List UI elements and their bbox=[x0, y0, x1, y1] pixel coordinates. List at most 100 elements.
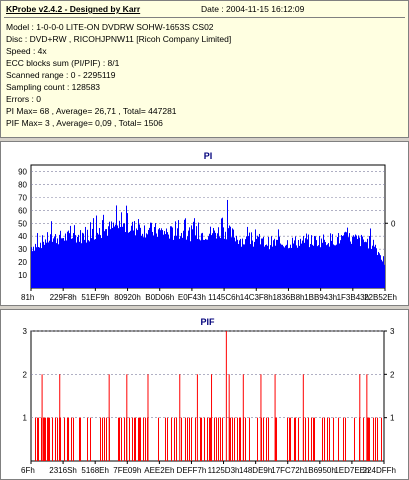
pi-bar bbox=[346, 232, 347, 288]
pi-bar bbox=[118, 228, 119, 288]
pi-bar bbox=[367, 238, 368, 288]
pif-bar bbox=[381, 417, 382, 461]
pif-bar bbox=[55, 417, 56, 461]
pif-bar bbox=[140, 417, 141, 461]
pi-bar bbox=[347, 227, 348, 288]
x-tick-label: 1F3B43h bbox=[337, 293, 369, 302]
pi-bar bbox=[217, 233, 218, 288]
pi-bar bbox=[171, 226, 172, 288]
pi-bar bbox=[287, 240, 288, 288]
pi-bar bbox=[356, 235, 357, 288]
pi-bar bbox=[156, 233, 157, 288]
pi-bar bbox=[216, 238, 217, 288]
pi-bar bbox=[320, 247, 321, 288]
pi-bar bbox=[376, 248, 377, 288]
info-ecc-blocks: ECC blocks sum (PI/PIF) : 8/1 bbox=[6, 58, 120, 68]
pi-bar bbox=[148, 230, 149, 288]
pi-bar bbox=[254, 241, 255, 288]
pi-bar bbox=[166, 228, 167, 288]
pif-bar bbox=[369, 417, 370, 461]
pi-bar bbox=[333, 244, 334, 288]
pi-bar bbox=[365, 241, 366, 288]
pif-bar bbox=[289, 417, 290, 461]
pi-bar bbox=[155, 223, 156, 288]
pi-bar bbox=[135, 235, 136, 288]
pi-bar bbox=[145, 237, 146, 288]
pi-bar bbox=[161, 228, 162, 288]
pi-bar bbox=[152, 231, 153, 288]
pif-bar bbox=[204, 417, 205, 461]
x-tick-label: 229F8h bbox=[50, 293, 77, 302]
pi-bar bbox=[294, 240, 295, 288]
pi-bar bbox=[370, 228, 371, 288]
pi-bar bbox=[117, 225, 118, 288]
pi-bar bbox=[231, 237, 232, 288]
x-tick-label: 2316Sh bbox=[49, 466, 77, 475]
pif-bar bbox=[49, 417, 50, 461]
pif-bar bbox=[239, 417, 240, 461]
pi-bar bbox=[126, 205, 127, 288]
pi-bar bbox=[278, 229, 279, 288]
pi-bar bbox=[58, 244, 59, 288]
pi-bar bbox=[366, 242, 367, 288]
pif-bar bbox=[38, 417, 39, 461]
pi-bar bbox=[174, 235, 175, 288]
pi-bar bbox=[304, 242, 305, 288]
pi-chart: PI 10 20 30 40 50 60 70 80 90 0 81h 229F8h 51EF9h 8092… bbox=[18, 151, 397, 302]
pi-bar bbox=[102, 220, 103, 288]
pi-bar bbox=[40, 242, 41, 288]
pi-bar bbox=[169, 238, 170, 288]
pi-bar bbox=[269, 249, 270, 288]
pi-bar bbox=[357, 239, 358, 288]
pi-bar bbox=[241, 246, 242, 288]
pi-bar bbox=[379, 253, 380, 288]
pi-bar bbox=[120, 226, 121, 288]
info-pi-stats: PI Max= 68 , Average= 26,71 , Total= 447… bbox=[6, 106, 177, 116]
pi-bar bbox=[248, 236, 249, 288]
pi-bar bbox=[134, 221, 135, 288]
pi-bar bbox=[78, 234, 79, 288]
pi-bar bbox=[185, 218, 186, 288]
pi-bar bbox=[336, 244, 337, 288]
pi-bar bbox=[256, 238, 257, 288]
pi-bar bbox=[261, 238, 262, 288]
pi-bar bbox=[289, 247, 290, 288]
pi-bar bbox=[300, 238, 301, 288]
pi-bar bbox=[82, 232, 83, 288]
pi-bar bbox=[259, 233, 260, 288]
pi-bar bbox=[210, 226, 211, 288]
pi-bar bbox=[163, 234, 164, 288]
pi-bar bbox=[369, 236, 370, 288]
y-tick-label: 2 bbox=[23, 370, 28, 379]
pif-bar-peak bbox=[211, 374, 213, 461]
pi-bar bbox=[335, 245, 336, 288]
pi-bar bbox=[282, 244, 283, 288]
pi-bar bbox=[305, 238, 306, 288]
pi-bar bbox=[179, 238, 180, 288]
pi-bar bbox=[31, 247, 32, 288]
y-tick-label: 40 bbox=[18, 232, 27, 241]
pi-bar bbox=[312, 244, 313, 288]
pif-bar bbox=[373, 417, 374, 461]
pif-bar bbox=[338, 417, 339, 461]
pif-bar bbox=[118, 417, 119, 461]
pif-bar bbox=[249, 417, 250, 461]
pif-bar bbox=[375, 417, 376, 461]
pi-bar bbox=[103, 214, 104, 288]
pi-bar bbox=[351, 243, 352, 288]
pi-bar bbox=[172, 227, 173, 288]
pi-bar bbox=[321, 238, 322, 288]
pi-bar bbox=[253, 246, 254, 288]
pi-bar bbox=[314, 235, 315, 288]
pif-bar bbox=[343, 417, 344, 461]
pi-bar bbox=[208, 236, 209, 288]
pi-bar bbox=[273, 240, 274, 288]
pi-bar bbox=[240, 238, 241, 288]
pi-bar bbox=[331, 240, 332, 288]
pi-bar bbox=[382, 261, 383, 288]
pi-bar bbox=[371, 249, 372, 288]
pi-bar bbox=[66, 240, 67, 288]
pi-bar bbox=[313, 245, 314, 288]
pif-bar bbox=[171, 417, 172, 461]
pif-bar bbox=[106, 417, 107, 461]
